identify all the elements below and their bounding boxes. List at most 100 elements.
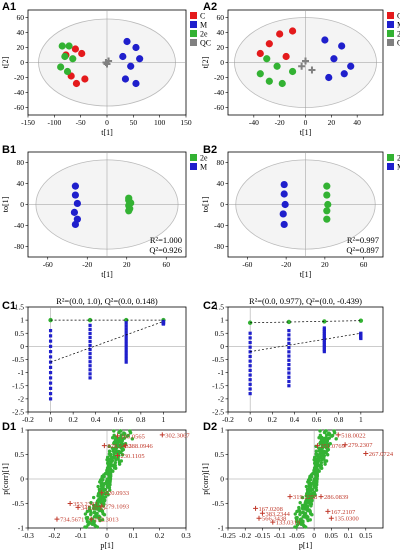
- data-point-c: [282, 52, 290, 61]
- data-point-m: [132, 43, 140, 52]
- q2-point: [48, 334, 53, 338]
- q2-point: [248, 340, 252, 345]
- y-tick-label: 80: [217, 158, 225, 167]
- splot-point: [303, 515, 307, 519]
- x-tick-label: -20: [281, 260, 291, 269]
- panel-label: C1: [2, 300, 16, 312]
- panel-label: B2: [203, 144, 217, 156]
- splot-point: [327, 436, 332, 440]
- legend-label: M: [397, 163, 400, 172]
- q2-point: [287, 341, 291, 345]
- splot-point: [94, 515, 98, 519]
- q2-point: [88, 352, 92, 356]
- q2-point: [287, 350, 291, 354]
- annotation-marker: [115, 433, 121, 439]
- q2-point: [322, 344, 326, 348]
- annotation-label: 345.0713: [81, 505, 105, 512]
- legend-swatch-m: [387, 21, 394, 28]
- x-tick-label: -0.1: [75, 531, 87, 540]
- y-tick-label: -40: [14, 88, 24, 97]
- q2-point: [287, 337, 291, 341]
- data-point-m: [338, 42, 346, 50]
- splot-point: [91, 495, 96, 500]
- splot-point: [96, 506, 101, 510]
- splot-point: [96, 500, 101, 504]
- legend-swatch-2e: [387, 30, 394, 37]
- splot-point: [99, 508, 104, 512]
- data-point-c: [288, 27, 297, 35]
- x-axis-title: p[1]: [299, 541, 313, 550]
- panel-c1: C1 -0.2 0 0.2 0.4 0.6 0.8 1 -2.5 -2 -1.5 -1 -0.5 0 0.5…: [2, 296, 187, 424]
- x-tick-label: 60: [163, 260, 171, 269]
- q2-point: [287, 329, 291, 333]
- y-tick-label: 0.5: [215, 329, 225, 338]
- chart-title: R²=(0.0, 1.0), Q²=(0.0, 0.148): [56, 296, 158, 306]
- splot-point: [105, 461, 110, 465]
- splot-point: [110, 458, 115, 463]
- q2-point: [48, 397, 53, 401]
- x-tick-label: 0.2: [155, 531, 165, 540]
- q2-point: [248, 359, 252, 363]
- splot-point: [128, 431, 133, 435]
- r2-point: [322, 319, 327, 324]
- x-axis-title: t[1]: [101, 128, 113, 137]
- splot-point: [114, 446, 119, 450]
- q2-point: [248, 387, 252, 391]
- x-tick-label: -0.15: [255, 531, 271, 540]
- annotation-label: 353.2343: [73, 501, 97, 508]
- y-tick-label: -0.5: [12, 499, 24, 508]
- data-point-qc: [298, 62, 306, 70]
- y-tick-label: 20: [217, 43, 225, 52]
- annotation-marker: [270, 519, 276, 525]
- annotation-marker: [328, 515, 334, 521]
- splot-point: [105, 490, 109, 495]
- x-tick-label: 0.4: [290, 415, 300, 424]
- splot-point: [89, 500, 93, 505]
- q2-point: [322, 331, 326, 336]
- annotation-label: 230.1105: [121, 453, 145, 460]
- splot-point: [107, 485, 112, 490]
- legend-swatch-m: [190, 163, 197, 170]
- data-point-c: [72, 79, 81, 88]
- data-point-m: [127, 62, 135, 70]
- legend-swatch-c: [190, 12, 197, 19]
- annotation-label: 165.0565: [121, 433, 145, 440]
- splot-point: [109, 452, 113, 457]
- splot-point: [111, 449, 115, 453]
- x-tick-label: -50: [76, 118, 86, 127]
- annotation-marker: [54, 516, 60, 522]
- splot-point: [319, 437, 324, 442]
- data-point-2e: [323, 215, 331, 223]
- splot-point: [120, 453, 125, 457]
- annotation-marker: [99, 503, 105, 509]
- x-tick-label: 0: [304, 118, 308, 127]
- q2-point: [287, 384, 291, 388]
- splot-point: [110, 464, 114, 468]
- y-tick-label: -20: [14, 73, 24, 82]
- data-point-2e: [278, 79, 286, 88]
- splot-point: [293, 525, 297, 529]
- data-point-m: [279, 210, 287, 218]
- splot-point: [87, 505, 92, 510]
- splot-point: [294, 517, 299, 521]
- splot-point: [96, 484, 100, 489]
- annotation-label: 734.5671: [60, 517, 84, 524]
- splot-point: [88, 512, 93, 517]
- y-tick-label: -1: [18, 524, 24, 533]
- q2-point: [88, 368, 92, 372]
- q2-point: [322, 335, 326, 339]
- y-tick-label: 20: [17, 43, 25, 52]
- y-tick-label: 0: [220, 58, 224, 67]
- data-point-2e: [256, 70, 264, 78]
- y-tick-label: -20: [214, 73, 224, 82]
- splot-point: [298, 512, 302, 517]
- y-tick-label: 0: [220, 342, 224, 351]
- y-tick-label: 0.5: [15, 450, 25, 459]
- y-tick-label: -40: [214, 88, 224, 97]
- q2-point: [124, 354, 128, 358]
- panel-label: B1: [2, 144, 16, 156]
- q2-point: [124, 339, 128, 343]
- q2-point: [124, 330, 128, 334]
- splot-point: [111, 469, 115, 473]
- q2-point: [88, 348, 92, 352]
